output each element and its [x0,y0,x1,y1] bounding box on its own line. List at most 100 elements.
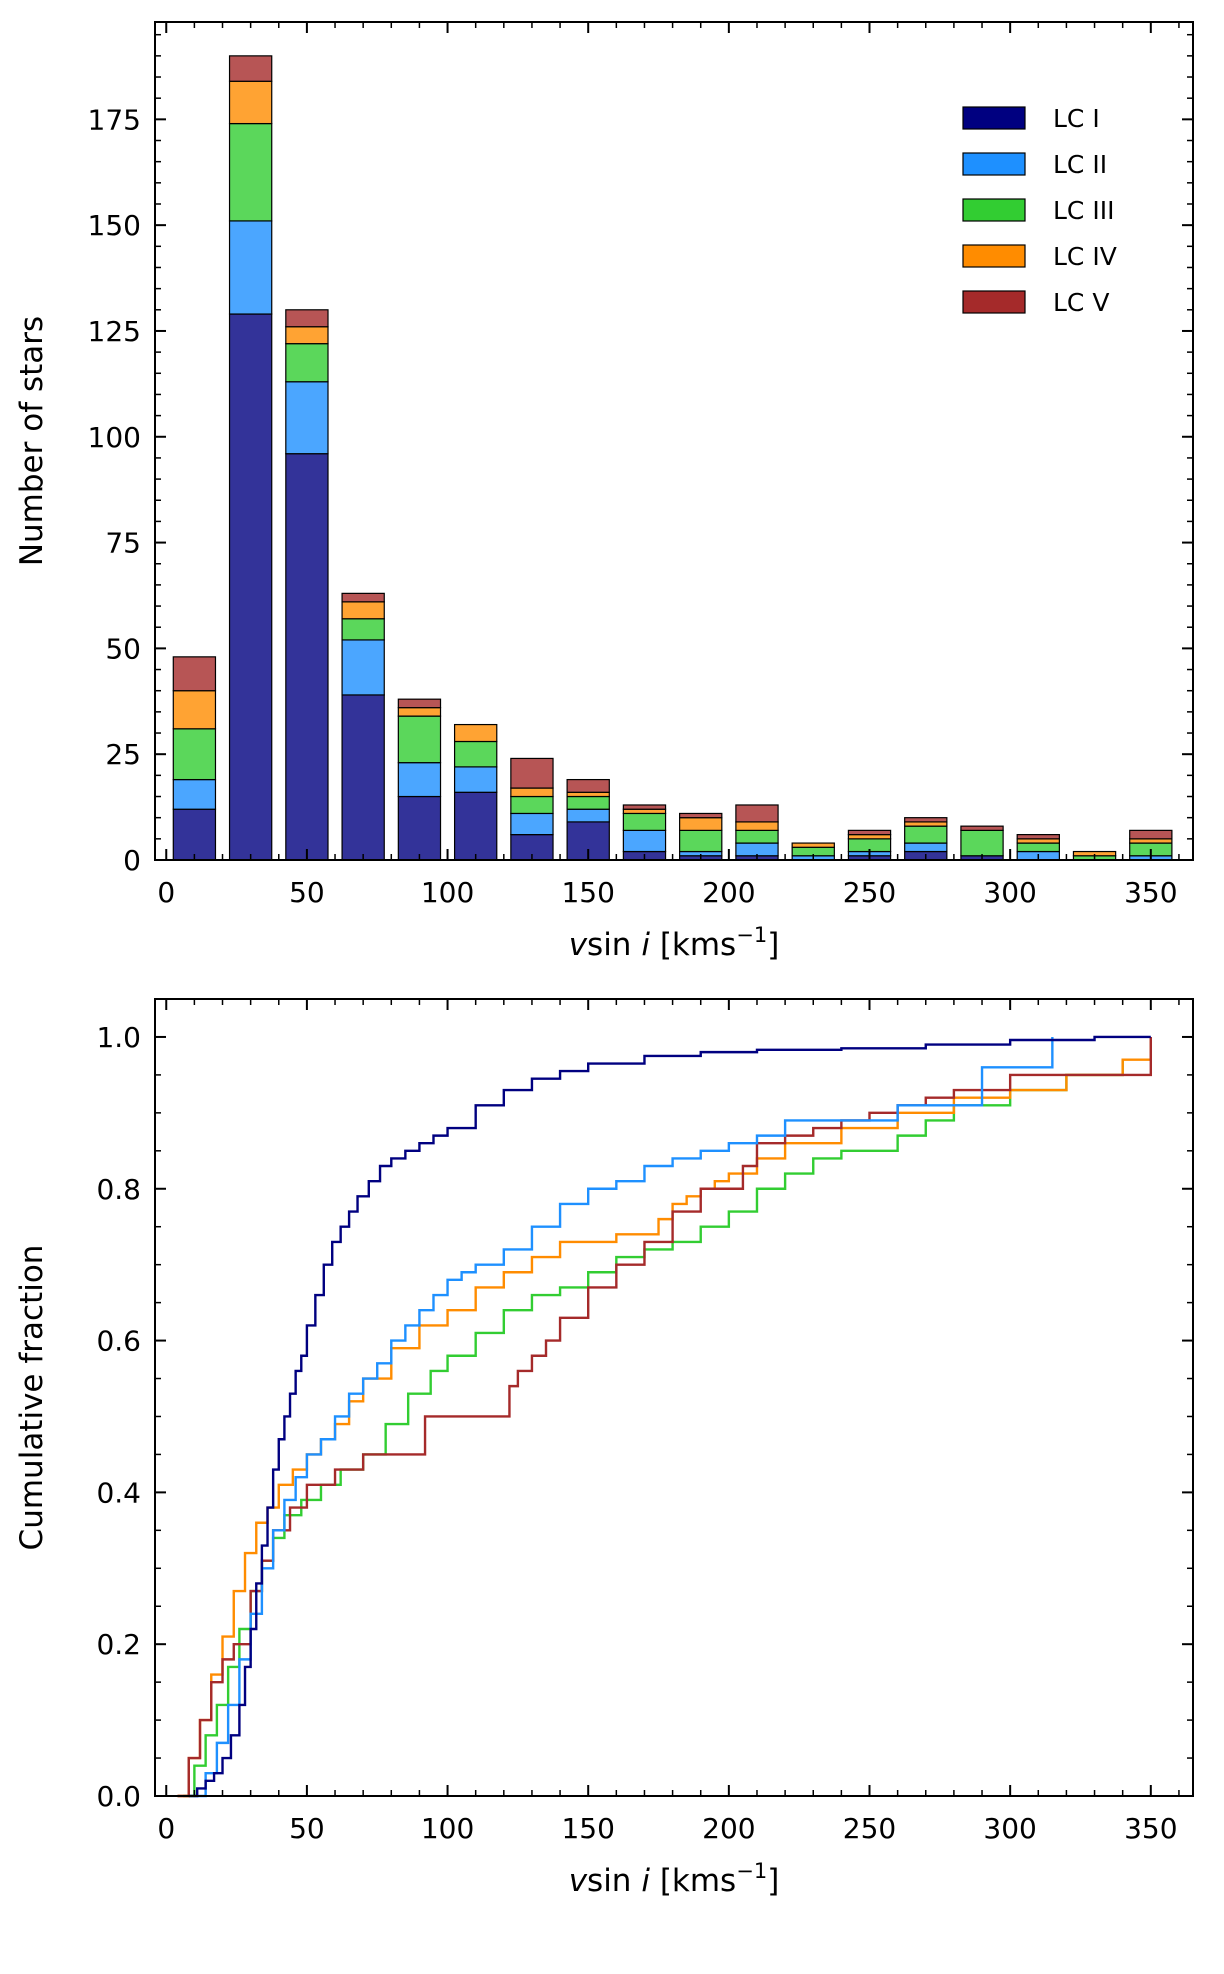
bar-lc-v [904,817,948,823]
cumulative-plot-frame [154,998,1194,1797]
y-tick-label: 0.6 [96,1325,141,1358]
bar-lc-iii [566,795,610,810]
bar-lc-iv [453,723,498,743]
histogram-panel: 0 50 100 150 200 250 300 350 0 25 50 75 100 125 150 175… [14,21,1194,963]
cdf-line-lc-i [188,1035,1151,1798]
x-label-v: v [569,1863,588,1899]
bar-lc-v [172,656,217,692]
bar-lc-v [847,829,892,836]
x-label-sin: sin [587,1863,631,1899]
legend-label: LC II [1053,150,1107,179]
legend-swatch [962,152,1026,176]
y-tick-label: 0.8 [96,1173,141,1206]
bar-lc-v [1129,829,1173,840]
x-tick-label: 100 [421,1812,474,1845]
bar-lc-iv [679,817,723,831]
x-tick-label: 300 [983,1812,1036,1845]
bar-lc-ii [228,220,273,315]
bar-lc-iii [735,829,779,844]
x-tick-label: 50 [289,1812,325,1845]
cumulative-ticks: 0 50 100 150 200 250 300 350 0.0 0.2 0.4 0.6 0.8 1.0 [96,998,1193,1845]
bar-lc-v [341,592,385,603]
bar-lc-iii [228,122,273,222]
histogram-y-axis-label: Number of stars [14,316,50,566]
x-tick-label: 50 [289,876,325,909]
x-label-close: ] [767,927,779,963]
bar-lc-v [285,309,329,328]
histogram-legend: LC I LC II LC III LC IV LC V [962,104,1117,317]
bar-lc-iv [1016,838,1060,844]
y-tick-label: 175 [88,103,141,136]
bar-lc-v [622,804,667,810]
bar-lc-v [228,55,273,82]
bar-lc-iii [904,825,948,844]
x-tick-label: 250 [843,876,896,909]
bar-lc-iv [228,80,273,125]
y-tick-label: 150 [88,209,141,242]
x-label-close: ] [767,1863,779,1899]
bar-lc-ii [622,829,667,853]
cumulative-panel: 0 50 100 150 200 250 300 3500.00.20.40.60.81.0 … [14,998,1194,1899]
bar-lc-ii [341,639,385,696]
x-tick-label: 150 [561,1812,614,1845]
bar-lc-i [228,313,273,861]
x-tick-label: 150 [561,876,614,909]
legend-swatch [962,106,1026,130]
y-tick-label: 0 [123,844,141,877]
bar-lc-iii [397,715,442,764]
legend-label: LC V [1053,288,1109,317]
legend-swatch [962,290,1026,314]
histogram-ticks: 0 50 100 150 200 250 300 350 0 25 50 75 100 125 150 175 [88,22,1193,909]
x-tick-label: 250 [843,1812,896,1845]
x-tick-label: 0 [157,1812,175,1845]
x-tick-label: 0 [157,876,175,909]
bar-lc-iii [622,812,667,831]
bar-lc-i [397,795,442,861]
bar-lc-iv [172,690,217,730]
bar-lc-iii [172,728,217,781]
cumulative-x-axis-label: vsin i [kms−1] [569,1859,780,1899]
bar-lc-v [397,698,442,709]
bar-lc-v [679,812,723,819]
bar-lc-iv [566,791,610,798]
bar-lc-ii [510,812,554,836]
x-label-i: i [641,927,650,963]
x-tick-label: 300 [983,876,1036,909]
bar-lc-v [510,757,554,789]
bar-lc-iii [285,343,329,383]
bar-lc-iv [1129,838,1173,844]
bar-lc-ii [904,842,948,853]
bar-lc-i [285,453,329,861]
cumulative-y-axis-label: Cumulative fraction [14,1245,50,1551]
bar-lc-ii [453,766,498,793]
x-label-unit: [kms [660,927,736,963]
bar-lc-i [341,694,385,861]
x-label-exp: −1 [736,923,767,947]
bar-lc-iii [1016,842,1060,853]
cumulative-lines [177,1035,1152,1798]
bar-lc-v [566,778,610,793]
y-tick-label: 125 [88,315,141,348]
x-label-unit: [kms [660,1863,736,1899]
bar-lc-iv [735,821,779,831]
y-tick-label: 0.2 [96,1628,141,1661]
bar-lc-iii [341,618,385,641]
bar-lc-iv [285,326,329,345]
bar-lc-ii [735,842,779,857]
cdf-line-lc-iv [177,1036,1152,1798]
y-tick-label: 25 [105,738,141,771]
y-tick-label: 1.0 [96,1021,141,1054]
bar-lc-i [453,791,498,861]
x-tick-label: 200 [702,1812,755,1845]
bar-lc-v [735,804,779,823]
bar-lc-i [172,808,217,861]
legend-swatch [962,198,1026,222]
bar-lc-iv [791,842,835,848]
x-label-i: i [641,1863,650,1899]
y-tick-label: 75 [105,527,141,560]
legend-label: LC I [1053,104,1100,133]
legend-label: LC III [1053,196,1114,225]
x-tick-label: 200 [702,876,755,909]
histogram-plot-frame [154,21,1194,861]
